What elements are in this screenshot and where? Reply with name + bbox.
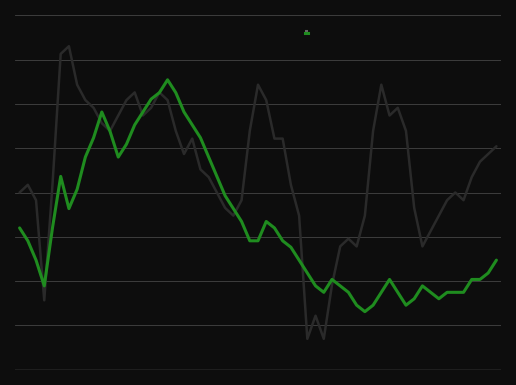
Legend: , : , <box>304 30 309 33</box>
